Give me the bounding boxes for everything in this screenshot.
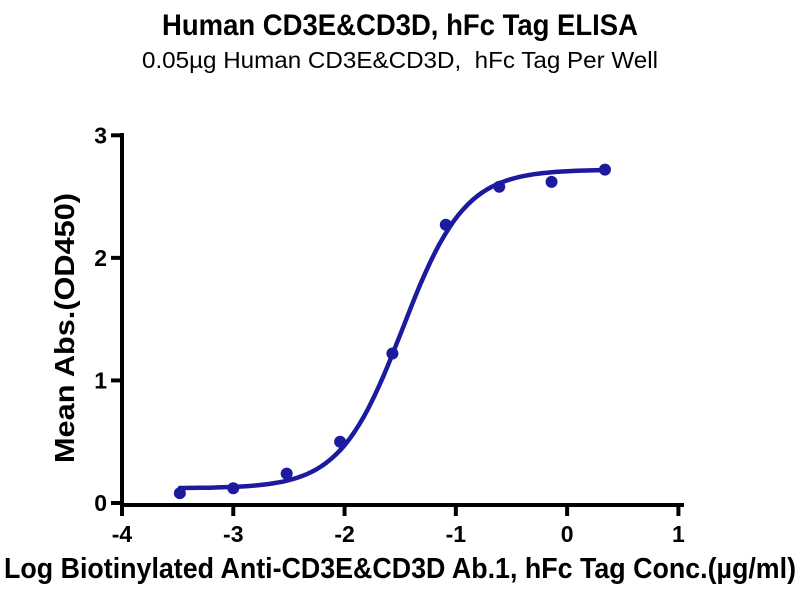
x-tick-label: -2 xyxy=(334,521,354,547)
data-point xyxy=(598,163,611,176)
plot-area xyxy=(173,163,611,500)
axes: -4 -3 -2 -1 0 1 0 1 2 3 xyxy=(94,122,685,547)
data-point xyxy=(227,482,240,495)
data-point xyxy=(173,487,186,500)
x-tick-label: 1 xyxy=(672,521,685,547)
data-point xyxy=(493,180,506,193)
y-tick-label: 1 xyxy=(94,367,107,393)
data-point xyxy=(386,347,399,360)
y-axis-label: Mean Abs.(OD450) xyxy=(49,193,80,463)
y-tick-label: 0 xyxy=(94,490,107,516)
y-tick-label: 3 xyxy=(94,122,107,148)
y-tick-label: 2 xyxy=(94,245,107,271)
x-tick-label: -3 xyxy=(223,521,243,547)
x-tick-label: -4 xyxy=(112,521,133,547)
data-point xyxy=(280,467,293,480)
data-point xyxy=(439,218,452,231)
x-tick-label: 0 xyxy=(561,521,574,547)
chart-subtitle: 0.05µg Human CD3E&CD3D, hFc Tag Per Well xyxy=(142,47,658,73)
x-axis-label: Log Biotinylated Anti-CD3E&CD3D Ab.1, hF… xyxy=(4,553,796,585)
fit-curve xyxy=(177,167,608,491)
x-tick-label: -1 xyxy=(446,521,467,547)
chart-title: Human CD3E&CD3D, hFc Tag ELISA xyxy=(162,9,638,42)
data-point xyxy=(334,435,347,448)
data-point xyxy=(545,175,558,188)
